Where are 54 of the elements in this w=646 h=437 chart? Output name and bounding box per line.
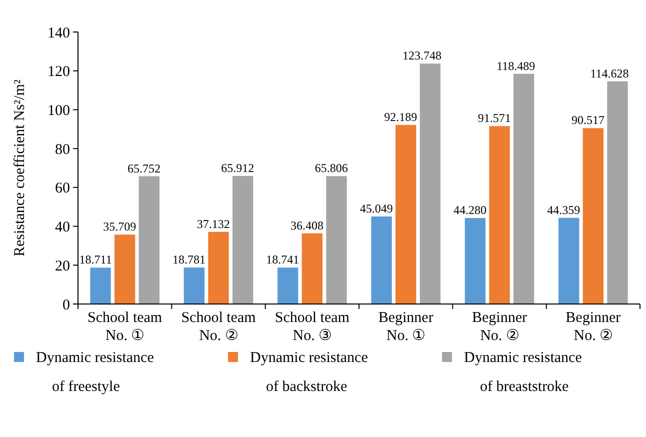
bar — [208, 232, 229, 304]
x-tick-label: School team No. ① — [88, 310, 162, 344]
data-label: 37.132 — [196, 216, 230, 231]
data-label: 114.628 — [590, 66, 629, 80]
data-label: 36.408 — [290, 218, 324, 232]
data-label: 91.571 — [478, 111, 511, 126]
data-label: 35.709 — [103, 220, 136, 234]
bar — [138, 176, 160, 304]
y-tick-label: 100 — [48, 102, 70, 119]
data-label: 92.189 — [384, 110, 418, 124]
data-label: 44.280 — [454, 202, 487, 217]
bar — [90, 268, 111, 304]
legend-label: Dynamic resistance of freestyle — [36, 350, 154, 395]
bar — [184, 268, 205, 304]
y-tick-label: 80 — [55, 142, 70, 158]
data-label: 18.711 — [79, 252, 112, 267]
data-label: 65.752 — [127, 161, 160, 176]
y-tick-label: 120 — [48, 64, 70, 80]
x-tick-label: School team No. ② — [181, 310, 256, 344]
x-tick-label: Beginner No. ② — [566, 310, 621, 344]
bar — [395, 124, 416, 304]
bar — [464, 218, 486, 304]
data-label: 65.806 — [314, 161, 348, 176]
legend-label: Dynamic resistance of backstroke — [250, 350, 368, 395]
y-tick-label: 40 — [55, 220, 70, 236]
bar — [302, 233, 322, 304]
data-label: 118.489 — [496, 58, 536, 73]
bar — [558, 218, 580, 304]
y-axis-title: Resistance coefficient Ns²/m² — [12, 79, 28, 256]
y-tick-label: 140 — [48, 25, 70, 42]
data-label: 18.741 — [266, 252, 300, 267]
y-tick-label: 60 — [55, 180, 70, 197]
legend-label: Dynamic resistance of breaststroke — [464, 350, 582, 395]
data-label: 90.517 — [572, 113, 605, 128]
data-label: 18.781 — [172, 252, 206, 267]
bar — [278, 268, 298, 304]
x-tick-label: School team No. ③ — [274, 310, 350, 344]
x-tick-label: Beginner No. ① — [378, 310, 434, 344]
data-label: 123.748 — [402, 48, 442, 63]
bar — [607, 81, 628, 304]
bar — [420, 64, 440, 304]
bar — [371, 216, 392, 304]
y-tick-label: 20 — [55, 258, 70, 274]
y-tick-label: 0 — [62, 297, 70, 314]
data-label: 44.359 — [547, 202, 580, 217]
x-tick-label: Beginner No. ② — [472, 310, 527, 344]
bar — [489, 126, 510, 304]
data-label: 45.049 — [360, 201, 393, 216]
bar — [582, 128, 604, 304]
data-label: 65.912 — [221, 160, 254, 175]
bar — [513, 74, 534, 304]
bar — [326, 176, 347, 304]
bar — [232, 176, 254, 304]
bar — [114, 234, 136, 304]
